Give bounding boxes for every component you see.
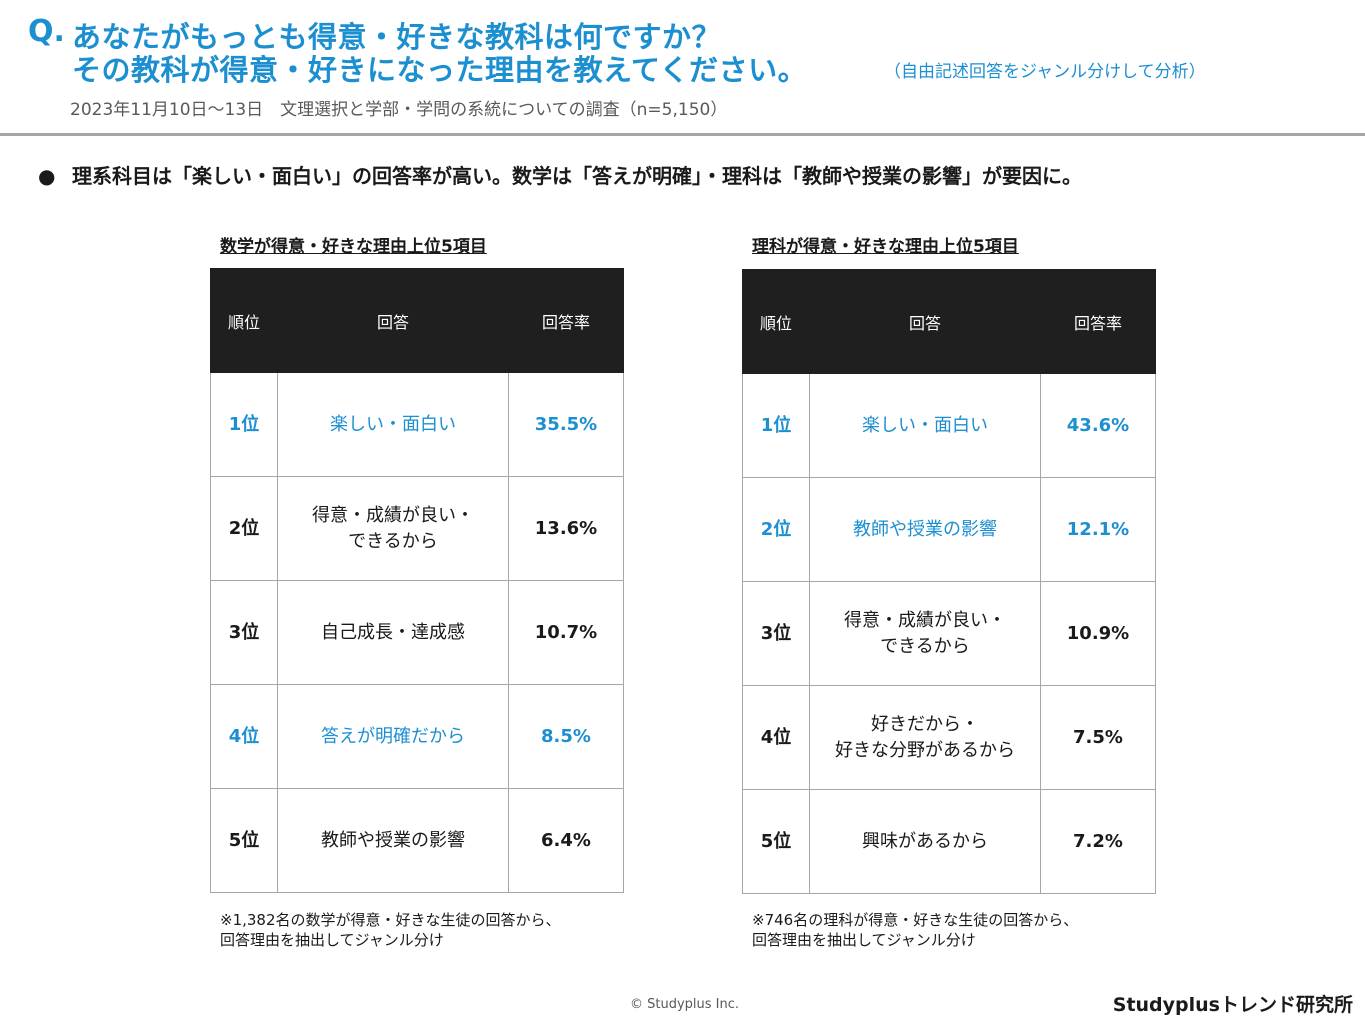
- question-mark: Q.: [28, 14, 65, 49]
- rate-cell: 7.5%: [1040, 685, 1156, 790]
- table-row: 2位 得意・成績が良い・ できるから 13.6%: [210, 476, 624, 581]
- column-rank: 順位: [742, 269, 810, 374]
- table-row: 1位 楽しい・面白い 35.5%: [210, 372, 624, 477]
- question-line-2: その教科が得意・好きになった理由を教えてください。: [72, 53, 808, 87]
- science-table: 順位 回答 回答率 1位 楽しい・面白い 43.6% 2位 教師や授業の影響 1…: [742, 269, 1156, 894]
- table-row: 2位 教師や授業の影響 12.1%: [742, 477, 1156, 582]
- answer-cell: 得意・成績が良い・ できるから: [277, 476, 509, 581]
- bullet-icon: ●: [38, 164, 56, 188]
- rate-cell: 43.6%: [1040, 373, 1156, 478]
- answer-cell: 楽しい・面白い: [277, 372, 509, 477]
- brand-logo: Studyplusトレンド研究所: [1112, 994, 1353, 1016]
- column-answer: 回答: [809, 269, 1041, 374]
- rank-cell: 4位: [210, 684, 278, 789]
- summary: ● 理系科目は「楽しい・面白い」の回答率が高い。数学は「答えが明確」・理科は「教師…: [38, 160, 1082, 189]
- answer-cell: 教師や授業の影響: [277, 788, 509, 893]
- rate-cell: 10.7%: [508, 580, 624, 685]
- column-rate: 回答率: [1040, 269, 1156, 374]
- footnote-line: ※746名の理科が得意・好きな生徒の回答から、: [752, 911, 1079, 929]
- rank-cell: 3位: [742, 581, 810, 686]
- answer-cell: 興味があるから: [809, 789, 1041, 894]
- table-header-row: 順位 回答 回答率: [210, 268, 624, 373]
- answer-cell: 自己成長・達成感: [277, 580, 509, 685]
- answer-cell: 教師や授業の影響: [809, 477, 1041, 582]
- column-rate: 回答率: [508, 268, 624, 373]
- answer-cell: 答えが明確だから: [277, 684, 509, 789]
- answer-cell: 好きだから・ 好きな分野があるから: [809, 685, 1041, 790]
- rate-cell: 10.9%: [1040, 581, 1156, 686]
- column-rank: 順位: [210, 268, 278, 373]
- rank-cell: 5位: [742, 789, 810, 894]
- header: Q. あなたがもっとも得意・好きな教科は何ですか？ その教科が得意・好きになった…: [0, 0, 1365, 136]
- table-row: 3位 自己成長・達成感 10.7%: [210, 580, 624, 685]
- rank-cell: 5位: [210, 788, 278, 893]
- table-row: 4位 好きだから・ 好きな分野があるから 7.5%: [742, 685, 1156, 790]
- copyright: © Studyplus Inc.: [630, 997, 740, 1012]
- table-row: 5位 興味があるから 7.2%: [742, 789, 1156, 894]
- math-table: 順位 回答 回答率 1位 楽しい・面白い 35.5% 2位 得意・成績が良い・で…: [210, 268, 624, 893]
- table-row: 3位 得意・成績が良い・ できるから 10.9%: [742, 581, 1156, 686]
- rate-cell: 8.5%: [508, 684, 624, 789]
- table-row: 4位 答えが明確だから 8.5%: [210, 684, 624, 789]
- question-line-1: あなたがもっとも得意・好きな教科は何ですか？: [72, 20, 722, 54]
- rank-cell: 1位: [210, 372, 278, 477]
- footnote-line: 回答理由を抽出してジャンル分け: [752, 931, 976, 949]
- table-row: 1位 楽しい・面白い 43.6%: [742, 373, 1156, 478]
- footnote-line: 回答理由を抽出してジャンル分け: [220, 931, 444, 949]
- summary-text: 理系科目は「楽しい・面白い」の回答率が高い。数学は「答えが明確」・理科は「教師や…: [72, 164, 1082, 188]
- table-row: 5位 教師や授業の影響 6.4%: [210, 788, 624, 893]
- survey-info: 2023年11月10日～13日 文理選択と学部・学問の系統についての調査（n=5…: [70, 100, 728, 120]
- rate-cell: 7.2%: [1040, 789, 1156, 894]
- rate-cell: 13.6%: [508, 476, 624, 581]
- science-table-title: 理科が得意・好きな理由上位5項目: [752, 237, 1019, 257]
- table-header-row: 順位 回答 回答率: [742, 269, 1156, 374]
- rank-cell: 4位: [742, 685, 810, 790]
- rank-cell: 3位: [210, 580, 278, 685]
- math-table-title: 数学が得意・好きな理由上位5項目: [220, 237, 487, 257]
- column-answer: 回答: [277, 268, 509, 373]
- rank-cell: 2位: [742, 477, 810, 582]
- math-footnote: ※1,382名の数学が得意・好きな生徒の回答から、 回答理由を抽出してジャンル分…: [220, 910, 561, 950]
- science-footnote: ※746名の理科が得意・好きな生徒の回答から、 回答理由を抽出してジャンル分け: [752, 910, 1078, 950]
- rate-cell: 35.5%: [508, 372, 624, 477]
- rank-cell: 1位: [742, 373, 810, 478]
- footnote-line: ※1,382名の数学が得意・好きな生徒の回答から、: [220, 911, 561, 929]
- answer-cell: 楽しい・面白い: [809, 373, 1041, 478]
- rate-cell: 6.4%: [508, 788, 624, 893]
- rate-cell: 12.1%: [1040, 477, 1156, 582]
- question-note: （自由記述回答をジャンル分けして分析）: [884, 62, 1206, 82]
- rank-cell: 2位: [210, 476, 278, 581]
- answer-cell: 得意・成績が良い・ できるから: [809, 581, 1041, 686]
